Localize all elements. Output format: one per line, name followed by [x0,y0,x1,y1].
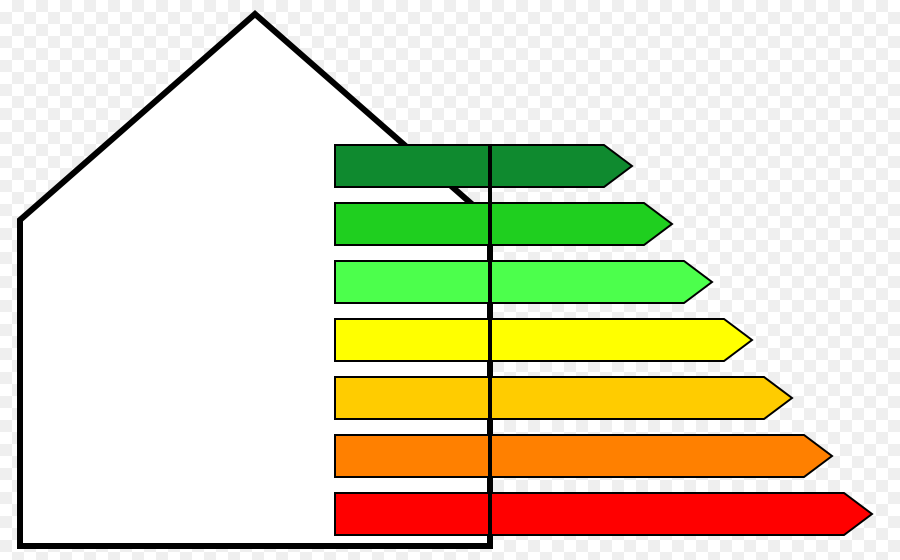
rating-arrow-0 [335,145,632,187]
rating-arrow-6 [335,493,872,535]
rating-arrow-5 [335,435,832,477]
rating-arrow-4 [335,377,792,419]
rating-arrow-3 [335,319,752,361]
rating-arrow-1 [335,203,672,245]
rating-arrow-2 [335,261,712,303]
energy-rating-diagram [0,0,900,560]
diagram-stage [0,0,900,560]
